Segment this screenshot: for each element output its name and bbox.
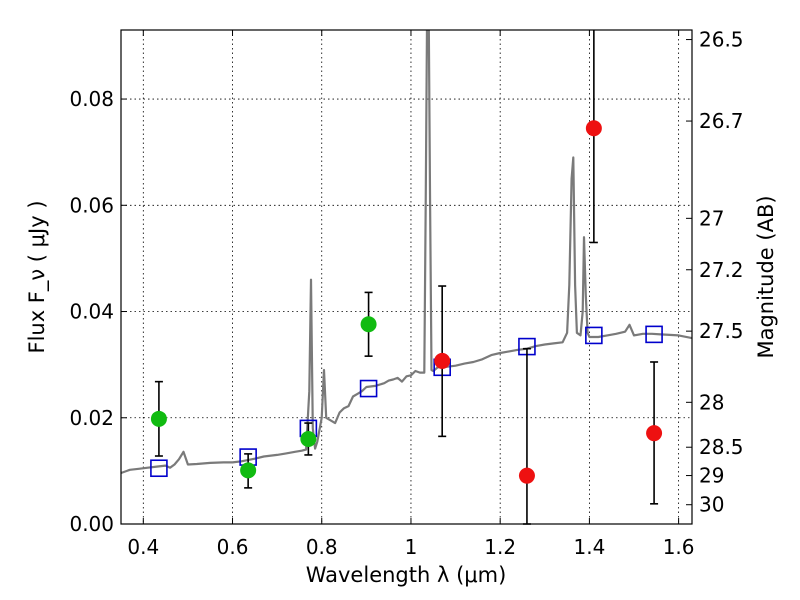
x-tick-label: 0.8: [306, 535, 338, 559]
y2-tick-label: 26.5: [699, 28, 744, 52]
y2-tick-label: 28.5: [699, 435, 744, 459]
observed-photometry-point: [518, 467, 535, 484]
model-photometry-square: [359, 379, 378, 398]
y-tick-label: 0.00: [69, 512, 114, 536]
x-tick-label: 1: [405, 535, 418, 559]
observed-photometry-point: [300, 431, 317, 448]
model-photometry-square: [585, 326, 603, 345]
x-axis-label: Wavelength λ (μm): [306, 563, 507, 587]
y-tick-label: 0.08: [69, 87, 114, 111]
observed-photometry-point: [434, 352, 451, 369]
y2-axis-label: Magnitude (AB): [754, 195, 778, 358]
observed-photometry-point: [150, 410, 167, 427]
x-tick-label: 1.6: [663, 535, 695, 559]
x-tick-label: 1.4: [573, 535, 605, 559]
x-tick-label: 1.2: [484, 535, 516, 559]
y-tick-label: 0.02: [69, 406, 114, 430]
model-photometry-square: [645, 325, 663, 344]
grid-lines: [121, 30, 692, 525]
observed-photometry-point: [240, 462, 257, 479]
y-axis-label: Flux F_ν ( μJy ): [25, 200, 50, 353]
y2-tick-label: 27: [699, 206, 724, 230]
y2-tick-label: 29: [699, 464, 724, 488]
model-photometry-square: [150, 459, 168, 478]
y-tick-label: 0.06: [69, 193, 114, 217]
y-tick-label: 0.04: [69, 300, 114, 324]
axis-ticks: 0.4 0.6 0.8 1 1.2 1.4 1.6 0.00 0.02 0.04 0.06 0.08 2…: [69, 28, 743, 559]
data-points-layer: [150, 30, 663, 525]
plot-frame: [120, 29, 693, 525]
y2-tick-label: 27.2: [699, 258, 744, 282]
observed-photometry-point: [585, 120, 602, 137]
observed-photometry-point: [646, 425, 663, 442]
x-tick-label: 0.6: [217, 535, 249, 559]
y2-tick-label: 26.7: [699, 109, 744, 133]
x-tick-label: 0.4: [127, 535, 159, 559]
model-spectrum-line: [121, 30, 692, 475]
model-spectrum-layer: [121, 30, 692, 475]
observed-photometry-point: [360, 316, 377, 333]
y2-tick-label: 30: [699, 493, 724, 517]
y2-tick-label: 27.5: [699, 319, 744, 343]
y2-tick-label: 28: [699, 390, 724, 414]
